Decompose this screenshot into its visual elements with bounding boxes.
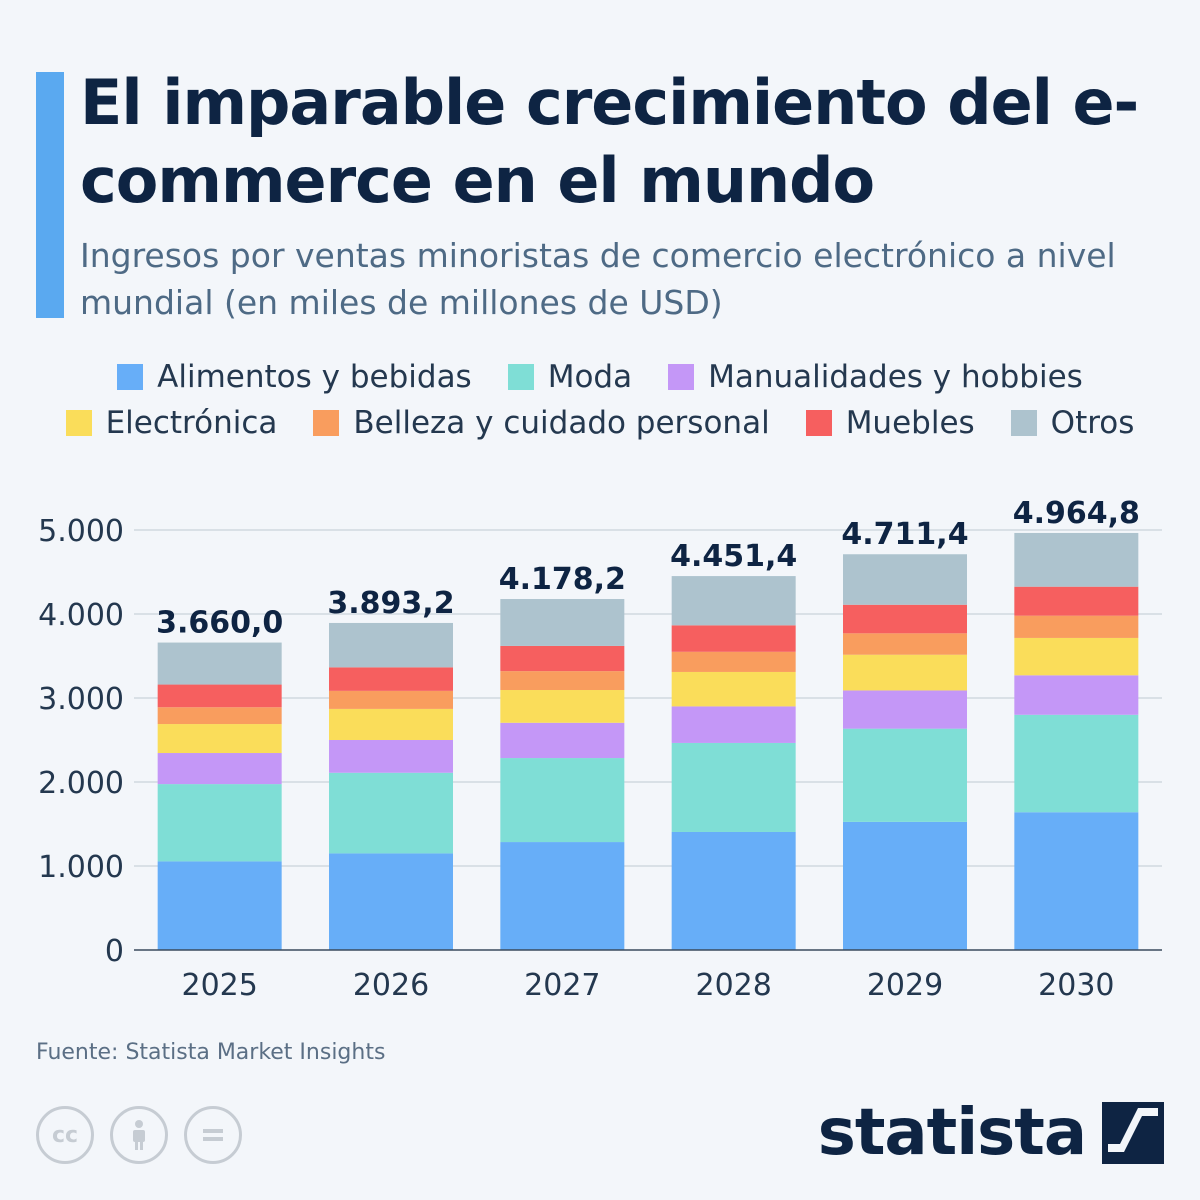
bar-segment <box>671 831 796 950</box>
legend-label: Manualidades y hobbies <box>708 359 1083 395</box>
bar-segment <box>500 671 625 691</box>
legend-item-muebles: Muebles <box>805 405 975 441</box>
chart-title: El imparable crecimiento del e-commerce … <box>80 66 1139 217</box>
bar-segment <box>329 667 453 691</box>
y-tick-label: 3.000 <box>38 682 124 717</box>
bar-segment <box>1014 615 1139 638</box>
statista-brand[interactable]: statista <box>818 1096 1164 1170</box>
bar-segment <box>843 554 967 605</box>
legend-swatch <box>1010 410 1037 436</box>
y-tick-label: 2.000 <box>38 766 124 801</box>
legend-label: Otros <box>1050 405 1135 441</box>
bar-segment <box>500 599 625 646</box>
x-tick-label: 2026 <box>353 968 429 1003</box>
bar-segment <box>671 671 796 707</box>
legend-label: Muebles <box>845 405 975 441</box>
bar-segment <box>500 645 625 672</box>
chart-legend: Alimentos y bebidas Moda Manualidades y … <box>0 354 1200 446</box>
y-tick-label: 0 <box>105 934 124 969</box>
x-tick-label: 2027 <box>524 968 600 1003</box>
legend-swatch <box>805 410 832 436</box>
bar-segment <box>500 722 625 759</box>
bar-segment <box>843 690 967 729</box>
bar-segment <box>671 625 796 652</box>
bar-segment <box>843 654 967 691</box>
bar-segment <box>1014 586 1139 616</box>
bar-total-label: 3.660,0 <box>156 606 283 641</box>
legend-swatch <box>668 364 695 390</box>
legend-label: Belleza y cuidado personal <box>353 405 770 441</box>
bar-segment <box>1014 532 1139 587</box>
bar-total-label: 4.451,4 <box>670 539 797 574</box>
chart-subtitle: Ingresos por ventas minoristas de comerc… <box>80 236 1116 322</box>
brand-wordmark: statista <box>817 1096 1087 1170</box>
bar-segment <box>157 707 282 725</box>
stacked-bar-chart: 0 1.000 2.000 3.000 4.000 5.000 3.660,0 2025 3.8… <box>38 496 1162 1003</box>
bar-segment <box>500 758 625 843</box>
bar-total-label: 3.893,2 <box>327 586 454 621</box>
bar-segment <box>157 753 282 785</box>
bar-segment <box>329 622 453 668</box>
bar-segment <box>1014 812 1139 950</box>
bar-segment <box>843 728 967 822</box>
bar-segment <box>671 651 796 672</box>
bar-total-label: 4.178,2 <box>499 562 626 597</box>
cc-icon[interactable]: cc <box>36 1106 94 1164</box>
bar-segment <box>329 708 453 740</box>
x-tick-label: 2030 <box>1038 968 1114 1003</box>
bar-segment <box>843 604 967 634</box>
legend-swatch <box>507 364 534 390</box>
attribution-icon[interactable] <box>110 1106 168 1164</box>
no-derivatives-icon[interactable] <box>184 1106 242 1164</box>
legend-item-belleza: Belleza y cuidado personal <box>313 405 770 441</box>
bar-segment <box>671 706 796 743</box>
source-note: Fuente: Statista Market Insights <box>36 1040 386 1065</box>
legend-swatch <box>65 410 92 436</box>
x-tick-label: 2028 <box>695 968 771 1003</box>
legend-item-manualidades: Manualidades y hobbies <box>668 359 1083 395</box>
legend-swatch <box>117 364 144 390</box>
legend-item-moda: Moda <box>507 359 633 395</box>
legend-item-alimentos: Alimentos y bebidas <box>117 359 472 395</box>
bar-segment <box>329 690 453 709</box>
bar-segment <box>671 576 796 626</box>
y-tick-label: 4.000 <box>38 598 124 633</box>
y-tick-label: 5.000 <box>38 514 124 549</box>
bar-total-label: 4.711,4 <box>841 517 968 552</box>
bar-segment <box>157 684 282 708</box>
legend-row-2: Electrónica Belleza y cuidado personal M… <box>0 400 1200 446</box>
legend-label: Electrónica <box>105 405 278 441</box>
legend-row-1: Alimentos y bebidas Moda Manualidades y … <box>0 354 1200 400</box>
bar-segment <box>157 724 282 754</box>
bar-segment <box>500 690 625 723</box>
bar-segment <box>329 740 453 773</box>
legend-label: Moda <box>547 359 633 395</box>
bar-segment <box>157 861 282 950</box>
legend-item-electronica: Electrónica <box>65 405 278 441</box>
bar-total-label: 4.964,8 <box>1013 496 1140 531</box>
bar-segment <box>500 842 625 950</box>
statista-logo-icon <box>1102 1102 1164 1164</box>
title-accent-bar <box>36 72 64 318</box>
y-tick-label: 1.000 <box>38 850 124 885</box>
bar-segment <box>1014 714 1139 813</box>
legend-item-otros: Otros <box>1010 405 1135 441</box>
bar-segment <box>843 821 967 950</box>
bar-segment <box>1014 637 1139 676</box>
legend-swatch <box>313 410 340 436</box>
bar-segment <box>671 742 796 832</box>
x-tick-label: 2029 <box>867 968 943 1003</box>
bar-segment <box>329 772 453 854</box>
x-tick-label: 2025 <box>181 968 257 1003</box>
license-icons: cc <box>36 1106 258 1164</box>
bar-segment <box>329 853 453 950</box>
legend-label: Alimentos y bebidas <box>157 359 472 395</box>
bar-segment <box>157 642 282 685</box>
bar-segment <box>1014 675 1139 715</box>
bar-segment <box>843 633 967 655</box>
bar-segment <box>157 784 282 862</box>
